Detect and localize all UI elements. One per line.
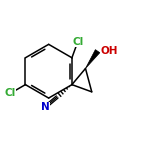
Polygon shape: [85, 50, 100, 68]
Text: N: N: [41, 102, 50, 112]
Text: OH: OH: [101, 46, 118, 56]
Text: Cl: Cl: [72, 36, 83, 47]
Text: Cl: Cl: [5, 88, 16, 98]
